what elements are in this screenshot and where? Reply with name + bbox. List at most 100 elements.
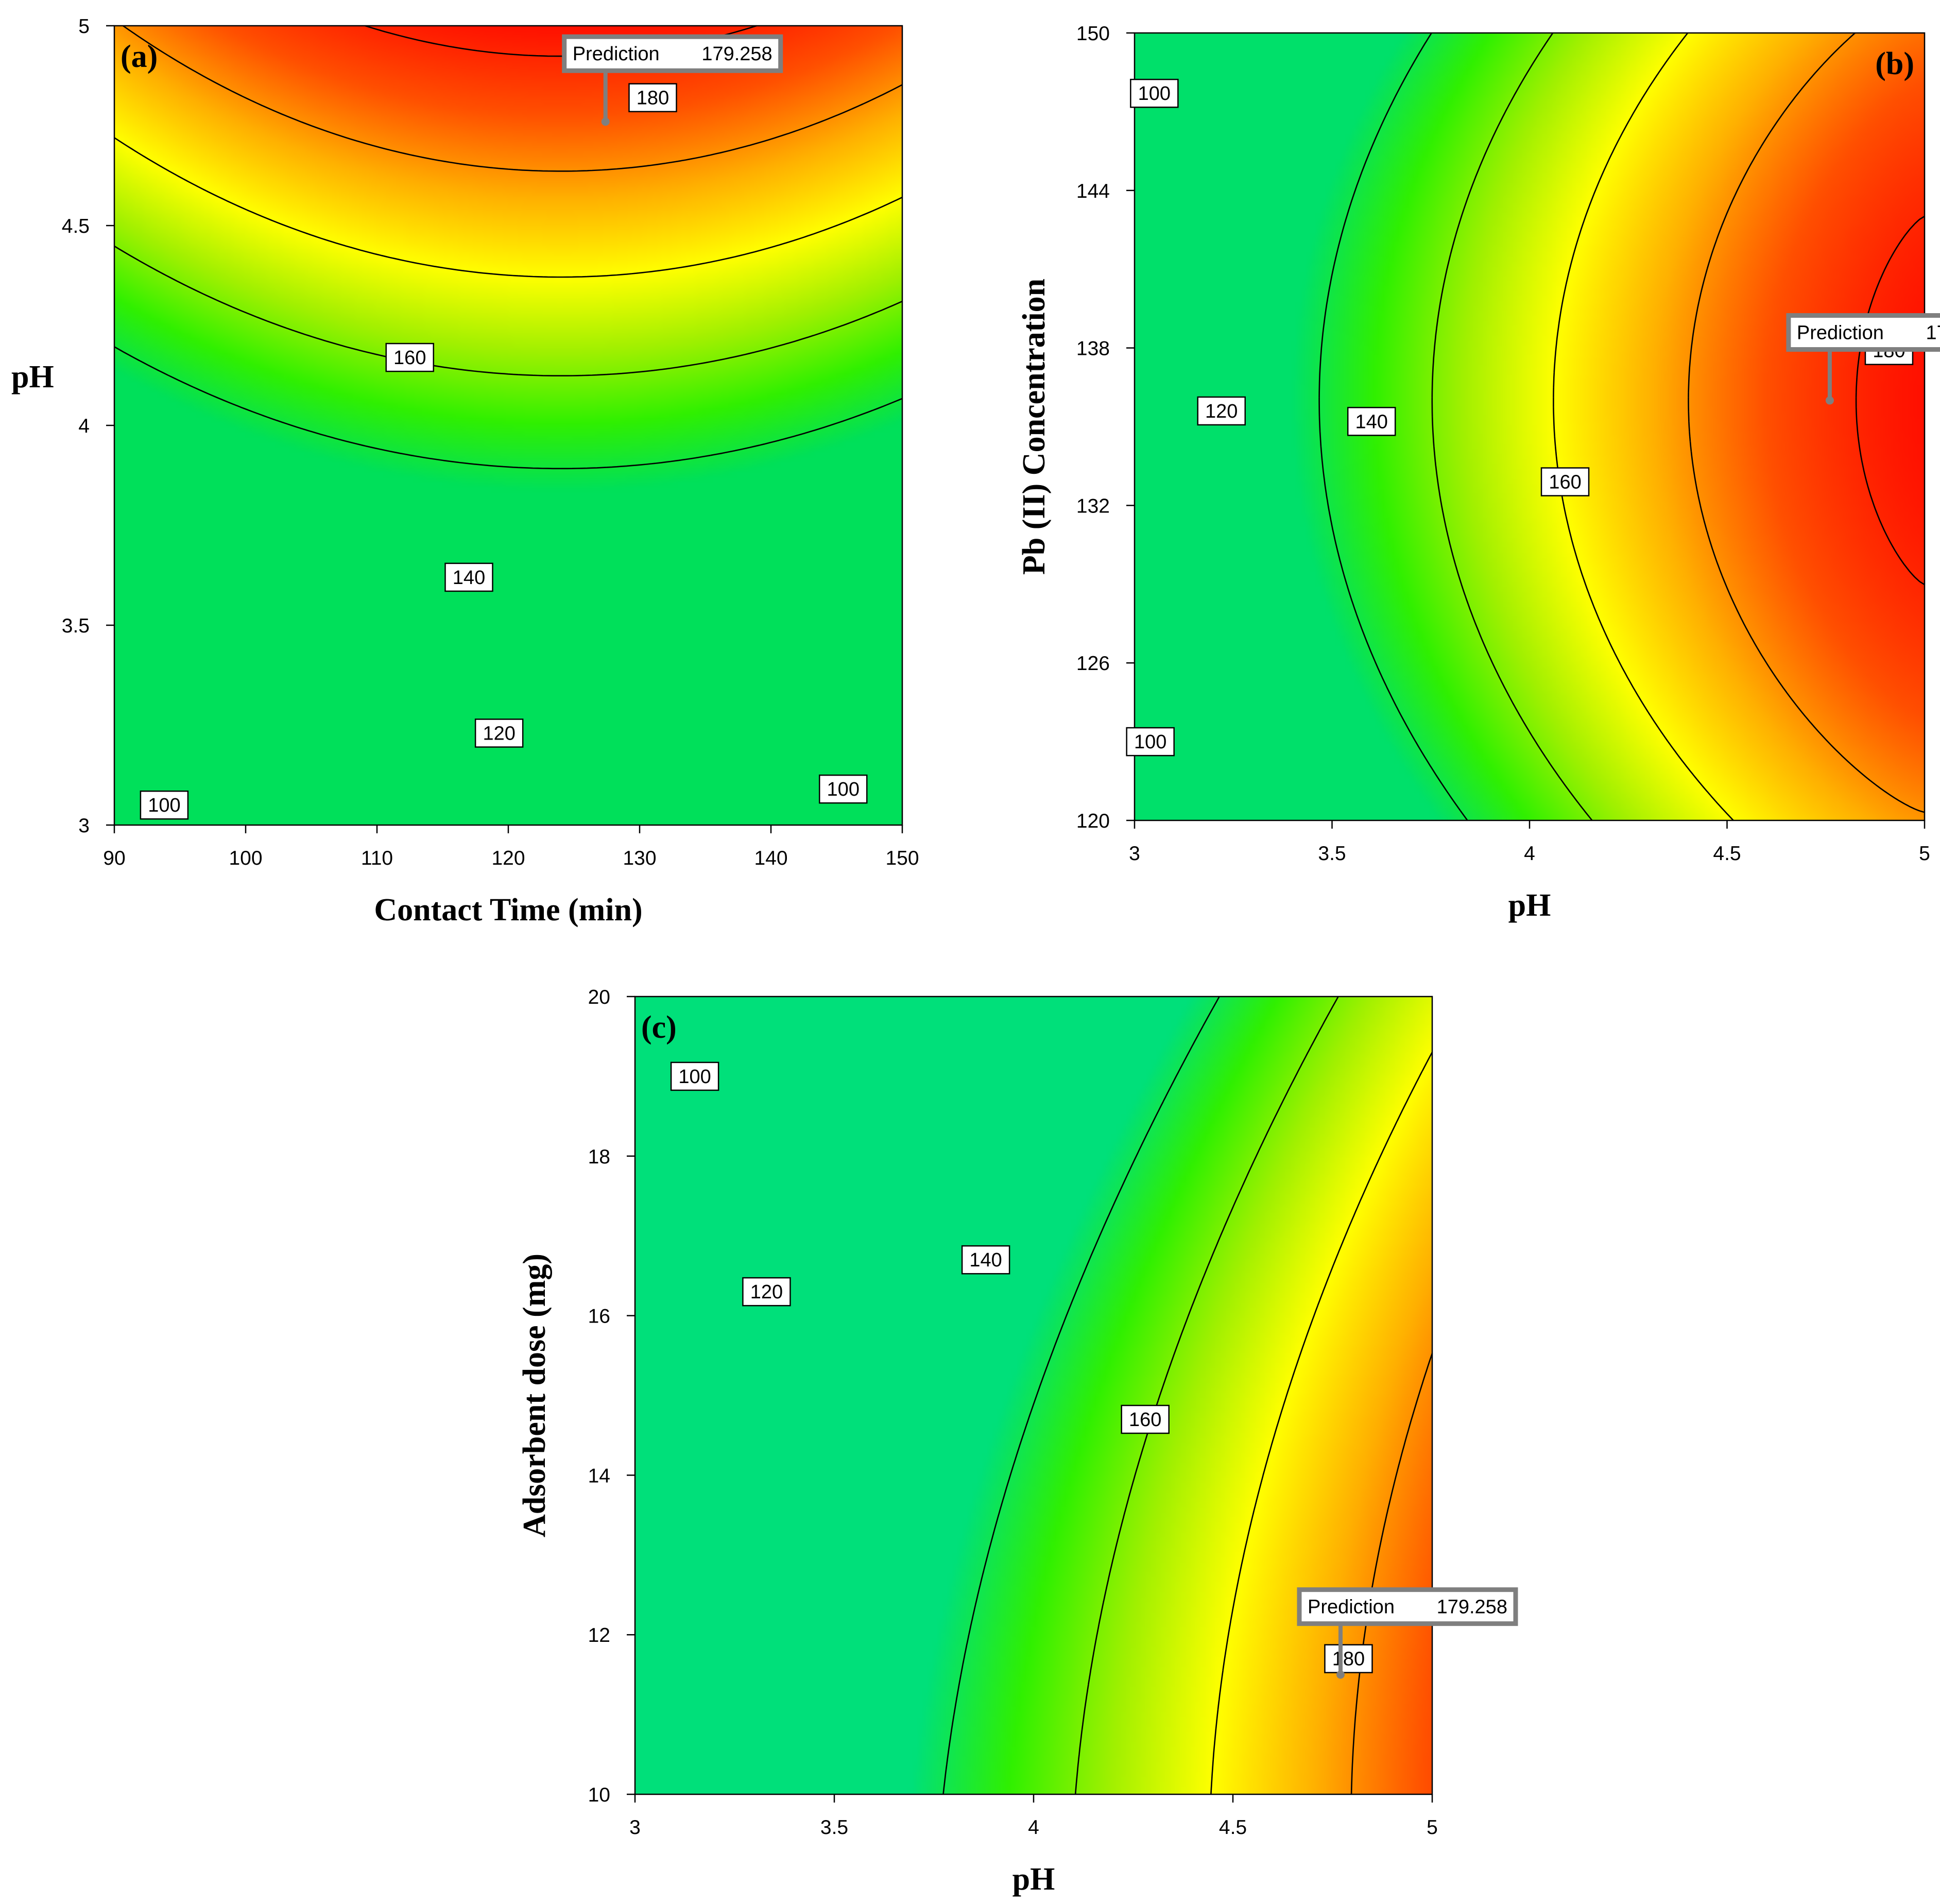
x-tick-label: 3.5: [1318, 843, 1346, 865]
x-tick-label: 4: [1028, 1816, 1039, 1839]
y-tick-label: 20: [588, 986, 610, 1008]
contour-line-140: [114, 137, 903, 278]
x-tick-label: 5: [1919, 843, 1930, 865]
contour-label-text: 100: [1138, 83, 1171, 105]
contour-label: 160: [385, 342, 434, 372]
x-tick-label: 120: [491, 847, 525, 869]
panel-b: 3 3.5 4 4.5 5 120 126 132 138 144 150 pH Pb (II) Con…: [1017, 23, 1940, 923]
panel-a: 90 100 110 120 130 140 150 3 3.5 4 4.5 5 Contact Tim…: [11, 15, 919, 928]
panel-c: 3 3.5 4 4.5 5 10 12 14 16 18 20 pH Adsorbent dose (m…: [517, 986, 1518, 1897]
y-tick-label: 4.5: [62, 215, 90, 237]
contour-line-160: [1688, 32, 1925, 813]
contour-label: 140: [444, 562, 493, 592]
prediction-value: 179.258: [1926, 322, 1940, 344]
contour-label: 100: [670, 1061, 719, 1091]
y-tick-label: 3: [78, 815, 90, 837]
contour-label: 120: [1197, 396, 1246, 426]
x-tick-label: 3: [1129, 843, 1140, 865]
y-tick-label: 14: [588, 1465, 610, 1487]
contour-label-text: 120: [483, 723, 515, 745]
contour-label: 100: [1130, 78, 1179, 108]
prediction-label: Prediction: [1797, 322, 1884, 344]
contour-label: 180: [1324, 1644, 1373, 1673]
x-tick-label: 3.5: [820, 1816, 848, 1839]
y-tick-label: 10: [588, 1784, 610, 1806]
contour-label: 180: [628, 83, 677, 112]
y-axis-title: Adsorbent dose (mg): [517, 1254, 552, 1537]
x-tick-label: 5: [1427, 1816, 1438, 1839]
surface-fill: [1135, 33, 1925, 820]
prediction-point: [1825, 396, 1834, 405]
y-tick-label: 138: [1076, 338, 1110, 360]
x-axis-title: Contact Time (min): [374, 893, 642, 928]
prediction-box: [1297, 1587, 1518, 1626]
contour-label-text: 180: [637, 88, 669, 109]
contour-line-100: [114, 346, 903, 470]
y-tick-label: 5: [78, 15, 90, 38]
x-tick-label: 4.5: [1219, 1816, 1247, 1839]
contour-label-text: 100: [827, 779, 860, 800]
contour-label-text: 100: [1134, 731, 1166, 753]
contour-line-100: [1318, 32, 1468, 821]
contour-line-140: [1210, 1052, 1433, 1795]
contour-label-text: 140: [453, 567, 485, 589]
contour-line-120: [1431, 32, 1593, 821]
contour-label: 100: [140, 790, 189, 820]
contour-label: 160: [1540, 467, 1590, 496]
x-tick-label: 130: [623, 847, 656, 869]
prediction-value: 179.258: [1437, 1597, 1507, 1618]
contour-label-text: 120: [1205, 401, 1238, 422]
surface-fill: [114, 26, 902, 825]
prediction-point: [601, 117, 610, 126]
contour-label-text: 160: [1129, 1409, 1161, 1431]
x-tick-label: 140: [754, 847, 787, 869]
contour-line-140: [1553, 32, 1734, 821]
contour-label-text: 160: [1549, 472, 1581, 493]
y-axis-title: Pb (II) Concentration: [1017, 279, 1052, 575]
prediction-flag[interactable]: Prediction 179.258: [1297, 1587, 1518, 1679]
y-axis-title: pH: [11, 359, 54, 394]
x-tick-label: 150: [885, 847, 919, 869]
y-tick-label: 150: [1076, 23, 1110, 45]
x-tick-label: 3: [629, 1816, 641, 1839]
y-tick-label: 4: [78, 415, 90, 437]
prediction-box: [562, 34, 783, 73]
x-tick-label: 4.5: [1713, 843, 1741, 865]
y-tick-label: 12: [588, 1624, 610, 1646]
prediction-box: [1786, 313, 1940, 352]
x-axis-title: pH: [1508, 888, 1551, 923]
contour-label-text: 160: [393, 347, 426, 369]
surface-fill: [635, 997, 1432, 1794]
x-tick-label: 4: [1524, 843, 1535, 865]
x-tick-label: 90: [103, 847, 125, 869]
prediction-flag[interactable]: Prediction 179.258: [1786, 313, 1940, 405]
contour-label-text: 120: [750, 1281, 783, 1303]
prediction-label: Prediction: [1308, 1597, 1395, 1618]
prediction-flag[interactable]: Prediction 179.258: [562, 34, 783, 126]
y-tick-label: 3.5: [62, 615, 90, 637]
contour-label: 160: [1121, 1404, 1170, 1434]
x-tick-label: 100: [229, 847, 262, 869]
y-tick-label: 18: [588, 1146, 610, 1168]
panel-tag: (c): [641, 1010, 677, 1045]
y-tick-label: 16: [588, 1306, 610, 1328]
y-tick-label: 144: [1076, 180, 1110, 202]
contour-label: 100: [1126, 727, 1175, 757]
contour-label-text: 180: [1332, 1649, 1365, 1670]
contour-line-120: [1074, 996, 1339, 1795]
contour-label: 140: [1347, 407, 1396, 436]
contour-label: 120: [742, 1277, 791, 1307]
panel-tag: (b): [1875, 46, 1914, 81]
y-tick-label: 120: [1076, 810, 1110, 832]
contour-label: 120: [474, 718, 524, 748]
x-tick-label: 110: [361, 847, 393, 869]
y-tick-label: 132: [1076, 495, 1110, 517]
prediction-value: 179.258: [701, 43, 772, 65]
y-tick-label: 126: [1076, 653, 1110, 675]
prediction-label: Prediction: [573, 43, 660, 65]
contour-label: 140: [961, 1245, 1010, 1275]
contour-label-text: 100: [148, 795, 180, 816]
contour-label-text: 140: [1355, 411, 1387, 433]
contour-label-text: 100: [678, 1066, 711, 1088]
